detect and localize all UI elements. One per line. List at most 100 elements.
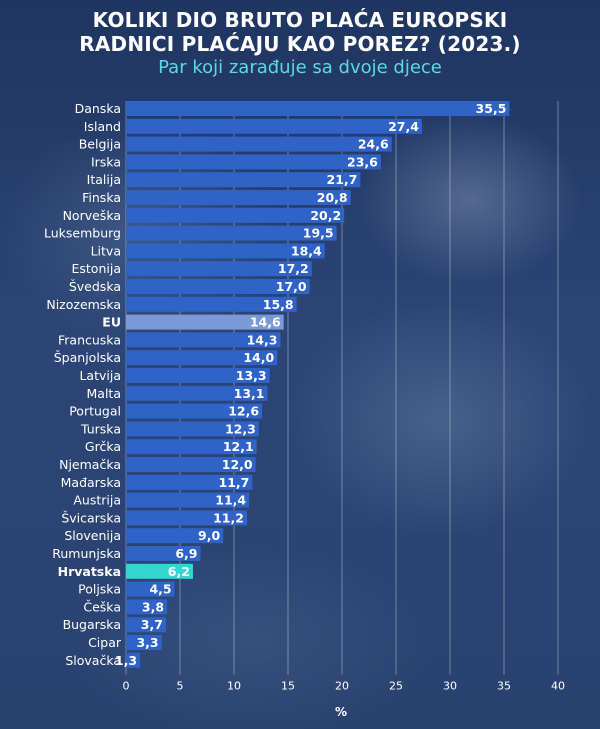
bar <box>126 154 381 170</box>
bar <box>126 617 166 633</box>
bar <box>126 190 351 205</box>
category-label: Slovenija <box>64 528 121 543</box>
category-label: Španjolska <box>54 350 121 365</box>
bar <box>126 314 284 330</box>
bar <box>126 172 361 188</box>
bar <box>126 225 337 241</box>
category-label: Rumunjska <box>52 546 121 561</box>
category-label: Švicarska <box>61 510 121 525</box>
category-label: EU <box>102 315 121 330</box>
bar <box>126 385 268 401</box>
x-tick-label: 25 <box>389 680 403 693</box>
bar <box>126 635 162 650</box>
x-tick-label: 30 <box>443 680 457 693</box>
category-label: Francuska <box>58 332 121 347</box>
bar <box>126 243 325 259</box>
x-axis-ticks: 0 5 10 15 20 25 30 35 40 <box>123 680 566 693</box>
value-label: 18,4 <box>291 243 322 258</box>
value-label: 12,1 <box>223 439 254 454</box>
bars: Danska 35,5 Island 27,4 Belgija 24,6 Irska 23,6… <box>44 101 510 668</box>
category-label: Danska <box>75 101 121 116</box>
category-label: Luksemburg <box>44 226 121 241</box>
chart-subtitle: Par koji zarađuje sa dvoje djece <box>158 57 442 78</box>
value-label: 17,2 <box>278 261 309 276</box>
bar <box>126 581 175 597</box>
category-label: Slovačka <box>65 653 121 668</box>
value-label: 21,7 <box>327 172 358 187</box>
bar <box>126 528 224 544</box>
bar <box>126 599 168 615</box>
bar <box>126 296 297 312</box>
value-label: 12,6 <box>228 404 259 419</box>
value-label: 3,7 <box>141 617 163 632</box>
bar <box>126 457 256 472</box>
value-label: 14,3 <box>247 332 278 347</box>
value-label: 24,6 <box>358 137 389 152</box>
value-label: 15,8 <box>263 297 294 312</box>
category-label: Hrvatska <box>58 564 121 579</box>
category-label: Latvija <box>79 368 121 383</box>
category-label: Poljska <box>78 582 121 597</box>
x-tick-label: 40 <box>551 680 565 693</box>
bar <box>126 101 510 116</box>
bar <box>126 492 250 508</box>
value-label: 13,3 <box>236 368 267 383</box>
category-label: Češka <box>83 599 121 614</box>
value-label: 12,0 <box>222 457 253 472</box>
bar <box>126 118 422 134</box>
bar <box>126 652 141 668</box>
value-label: 12,3 <box>225 421 256 436</box>
category-label: Belgija <box>79 137 121 152</box>
bar <box>126 510 247 526</box>
chart-title: KOLIKI DIO BRUTO PLAĆA EUROPSKI RADNICI … <box>79 8 521 56</box>
chart-header: KOLIKI DIO BRUTO PLAĆA EUROPSKI RADNICI … <box>0 8 600 79</box>
value-label: 14,6 <box>250 315 281 330</box>
bar <box>126 368 270 383</box>
value-label: 14,0 <box>243 350 274 365</box>
value-label: 4,5 <box>149 582 171 597</box>
value-label: 13,1 <box>234 386 265 401</box>
category-label: Cipar <box>88 635 122 650</box>
x-tick-label: 15 <box>281 680 295 693</box>
bar <box>126 261 312 277</box>
value-label: 3,8 <box>142 599 164 614</box>
category-label: Grčka <box>85 439 121 454</box>
category-label: Portugal <box>69 404 121 419</box>
category-label: Litva <box>91 243 121 258</box>
category-label: Malta <box>87 386 121 401</box>
x-tick-label: 0 <box>123 680 130 693</box>
category-label: Nizozemska <box>46 297 121 312</box>
category-label: Estonija <box>72 261 122 276</box>
bar <box>126 546 201 561</box>
value-label: 19,5 <box>303 226 334 241</box>
category-label: Irska <box>91 154 121 169</box>
category-label: Njemačka <box>59 457 121 472</box>
bar <box>126 421 259 437</box>
value-label: 6,2 <box>168 564 190 579</box>
value-label: 9,0 <box>198 528 220 543</box>
category-label: Švedska <box>69 279 121 294</box>
category-label: Turska <box>80 421 121 436</box>
x-axis-label: % <box>335 705 347 719</box>
x-tick-label: 20 <box>335 680 349 693</box>
bar <box>126 279 310 294</box>
bar <box>126 332 281 348</box>
value-label: 23,6 <box>347 154 378 169</box>
value-label: 20,2 <box>310 208 341 223</box>
value-label: 17,0 <box>276 279 307 294</box>
bar <box>126 207 345 223</box>
x-tick-label: 5 <box>177 680 184 693</box>
category-label: Norveška <box>63 208 121 223</box>
x-tick-label: 10 <box>227 680 241 693</box>
x-tick-label: 35 <box>497 680 511 693</box>
value-label: 3,3 <box>136 635 158 650</box>
bar <box>126 563 193 579</box>
value-label: 11,4 <box>215 493 246 508</box>
value-label: 11,2 <box>213 510 244 525</box>
bar <box>126 474 253 490</box>
value-label: 27,4 <box>388 119 419 134</box>
bar <box>126 403 263 419</box>
value-label: 20,8 <box>317 190 348 205</box>
category-label: Island <box>84 119 121 134</box>
